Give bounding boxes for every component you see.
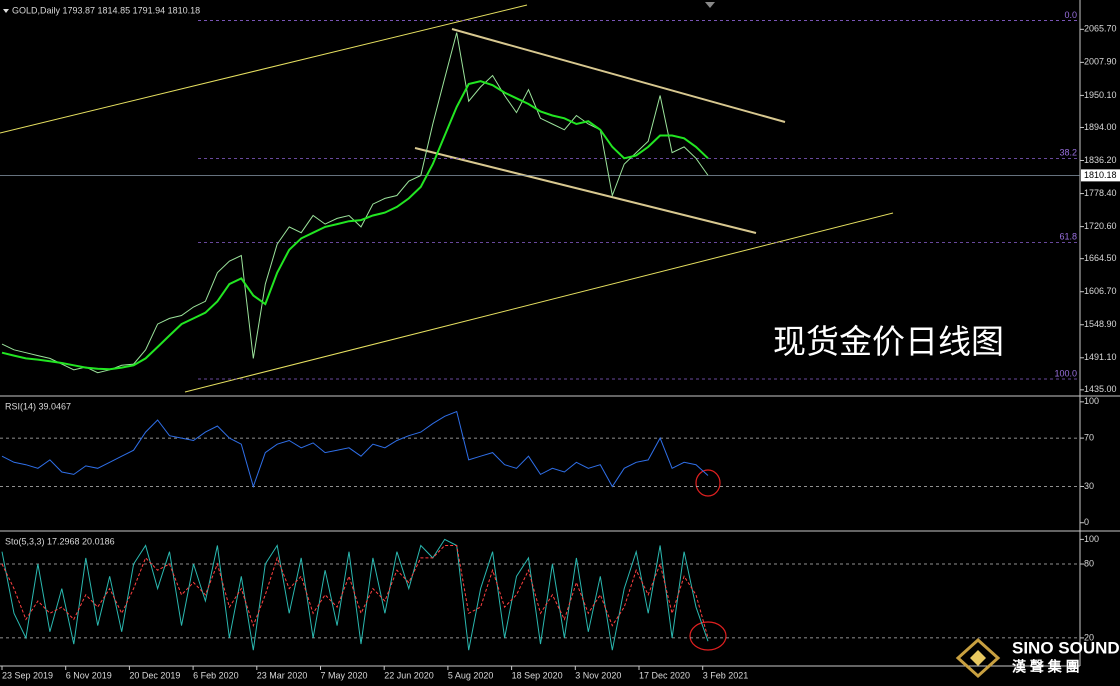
panel-title: RSI(14) 39.0467 bbox=[5, 401, 71, 411]
annotation: 现货金价日线图 bbox=[773, 322, 1004, 361]
highlight-circle bbox=[689, 621, 727, 651]
y-tick-label: 20 bbox=[1084, 632, 1094, 642]
series-line bbox=[1, 545, 709, 639]
x-tick-label: 23 Mar 2020 bbox=[257, 670, 308, 680]
x-tick-label: 18 Sep 2020 bbox=[512, 670, 563, 680]
trend-line bbox=[414, 147, 757, 234]
y-tick-label: 100 bbox=[1084, 534, 1099, 544]
y-tick-label: 2065.70 bbox=[1084, 24, 1117, 34]
series-line bbox=[1, 538, 709, 651]
fib-label: 38.2 bbox=[1059, 148, 1077, 158]
x-tick-label: 17 Dec 2020 bbox=[639, 670, 690, 680]
trend-line bbox=[451, 28, 786, 123]
trend-lines bbox=[0, 4, 894, 393]
panel-title: GOLD,Daily 1793.87 1814.85 1791.94 1810.… bbox=[12, 5, 200, 15]
current-price-label: 1810.18 bbox=[1084, 170, 1117, 180]
title-marker bbox=[3, 9, 9, 13]
shift-marker[interactable] bbox=[705, 2, 715, 8]
y-tick-label: 1664.50 bbox=[1084, 253, 1117, 263]
logo-icon bbox=[955, 637, 1001, 679]
fib-label: 61.8 bbox=[1059, 232, 1077, 242]
brand-name: SINO SOUND bbox=[1012, 638, 1120, 657]
y-tick-label: 1950.10 bbox=[1084, 90, 1117, 100]
series-line bbox=[1, 80, 709, 371]
x-tick-label: 3 Feb 2021 bbox=[703, 670, 749, 680]
y-tick-label: 1894.00 bbox=[1084, 122, 1117, 132]
series-line bbox=[1, 410, 709, 489]
x-tick-label: 6 Feb 2020 bbox=[193, 670, 239, 680]
panel-title: Sto(5,3,3) 17.2968 20.0186 bbox=[5, 536, 115, 546]
y-tick-label: 1548.90 bbox=[1084, 319, 1117, 329]
logo-icon bbox=[970, 650, 986, 666]
y-tick-label: 2007.90 bbox=[1084, 57, 1117, 67]
x-tick-label: 23 Sep 2019 bbox=[2, 670, 53, 680]
y-tick-label: 1491.10 bbox=[1084, 352, 1117, 362]
y-tick-label: 1606.70 bbox=[1084, 286, 1117, 296]
y-tick-label: 1836.20 bbox=[1084, 155, 1117, 165]
x-tick-label: 7 May 2020 bbox=[321, 670, 368, 680]
y-tick-label: 30 bbox=[1084, 481, 1094, 491]
x-tick-label: 20 Dec 2019 bbox=[129, 670, 180, 680]
y-tick-label: 1778.40 bbox=[1084, 188, 1117, 198]
x-tick-label: 3 Nov 2020 bbox=[575, 670, 621, 680]
current-price-box bbox=[1081, 169, 1120, 182]
x-tick-label: 6 Nov 2019 bbox=[66, 670, 112, 680]
y-tick-label: 80 bbox=[1084, 558, 1094, 568]
highlight-circle bbox=[695, 469, 721, 497]
x-tick-label: 5 Aug 2020 bbox=[448, 670, 494, 680]
y-tick-label: 0 bbox=[1084, 517, 1089, 527]
fib-label: 0.0 bbox=[1064, 10, 1077, 20]
trend-line bbox=[184, 212, 894, 393]
y-tick-label: 100 bbox=[1084, 396, 1099, 406]
brand-subtitle: 漢 聲 集 團 bbox=[1012, 659, 1080, 675]
y-tick-label: 70 bbox=[1084, 432, 1094, 442]
logo: SINO SOUND 漢 聲 集 團 bbox=[955, 637, 1120, 679]
fib-label: 100.0 bbox=[1054, 368, 1077, 378]
y-tick-label: 1720.60 bbox=[1084, 221, 1117, 231]
trend-line bbox=[0, 4, 528, 134]
y-tick-label: 1435.00 bbox=[1084, 384, 1117, 394]
x-tick-label: 22 Jun 2020 bbox=[384, 670, 434, 680]
